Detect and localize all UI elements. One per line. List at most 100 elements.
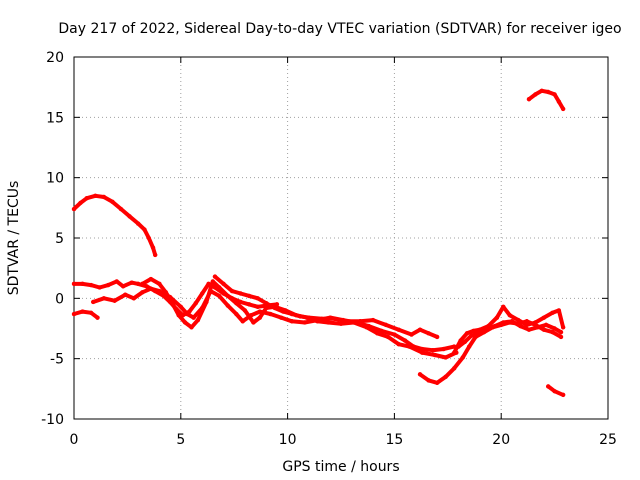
data-point [383,322,389,328]
data-point [189,325,194,330]
data-point [144,284,149,289]
series-arc-1 [71,193,158,258]
data-point [402,338,408,343]
data-point [298,314,303,319]
data-point [191,315,196,320]
data-point [539,88,544,93]
data-point [272,305,277,311]
data-point [193,300,198,306]
data-point [163,290,169,295]
data-point [426,331,431,336]
data-point [345,319,350,324]
data-point [281,309,286,314]
data-point [375,331,380,336]
data-point [407,344,412,349]
data-point [95,315,100,320]
series-line [213,274,440,339]
series-line [72,309,100,320]
data-point [541,327,547,332]
data-point [558,334,564,340]
data-point [71,206,77,212]
data-point [338,321,344,326]
data-point [526,327,532,332]
data-point [289,311,295,317]
data-point [385,334,391,340]
data-point [526,97,532,102]
data-point [80,309,85,314]
data-point [558,329,564,335]
data-point [135,281,141,287]
data-point [432,352,438,358]
data-point [246,302,252,307]
data-point [543,322,549,328]
data-point [541,315,547,320]
data-point [533,92,538,97]
data-point [396,341,401,347]
data-point [148,276,154,282]
data-point [396,327,401,332]
data-point [150,245,156,250]
data-point [131,296,137,301]
data-point [229,288,235,294]
data-point [441,346,446,352]
data-point [234,311,239,317]
data-point [148,286,154,291]
y-tick-label: 0 [55,291,64,307]
data-point [110,199,115,204]
data-point [501,320,506,325]
data-point [114,279,119,284]
data-point [550,329,555,335]
data-point [195,317,201,323]
data-point [264,300,269,306]
data-point [434,380,440,385]
y-tick-label: 15 [46,110,64,126]
data-point [278,315,284,320]
data-series [71,88,566,398]
data-point [127,214,132,219]
data-point [458,338,463,343]
data-point [199,291,205,296]
axis-ticks: 0 5 10 15 20 25 -10 -5 0 5 10 15 20 [41,50,617,448]
data-point [535,325,540,330]
x-tick-label: 5 [176,432,185,448]
x-tick-label: 25 [599,432,617,448]
y-tick-label: 10 [46,171,64,187]
data-point [101,296,107,301]
data-point [452,350,457,355]
data-point [123,292,128,297]
data-point [524,322,530,328]
data-point [71,311,77,317]
data-point [494,315,500,320]
data-point [379,328,384,334]
data-point [91,299,96,305]
data-point [501,304,506,309]
data-point [509,319,515,324]
data-point [88,282,94,288]
data-point [409,332,414,337]
data-point [417,327,423,332]
series-line [418,319,563,385]
data-point [140,281,145,287]
data-point [152,252,158,258]
x-tick-label: 10 [279,432,297,448]
y-tick-label: 5 [55,231,64,247]
data-point [469,333,474,338]
data-point [302,320,307,325]
data-point [255,296,260,301]
data-point [157,288,162,294]
data-point [560,106,566,112]
series-line [452,304,566,355]
data-point [225,303,230,308]
data-point [251,320,256,325]
data-point [426,378,431,383]
x-axis-label: GPS time / hours [282,459,399,475]
data-point [552,389,557,394]
data-point [217,285,222,290]
x-tick-label: 0 [70,432,79,448]
data-point [492,323,497,329]
data-point [358,319,363,324]
data-point [332,316,337,322]
data-point [550,310,555,316]
data-point [212,274,218,279]
